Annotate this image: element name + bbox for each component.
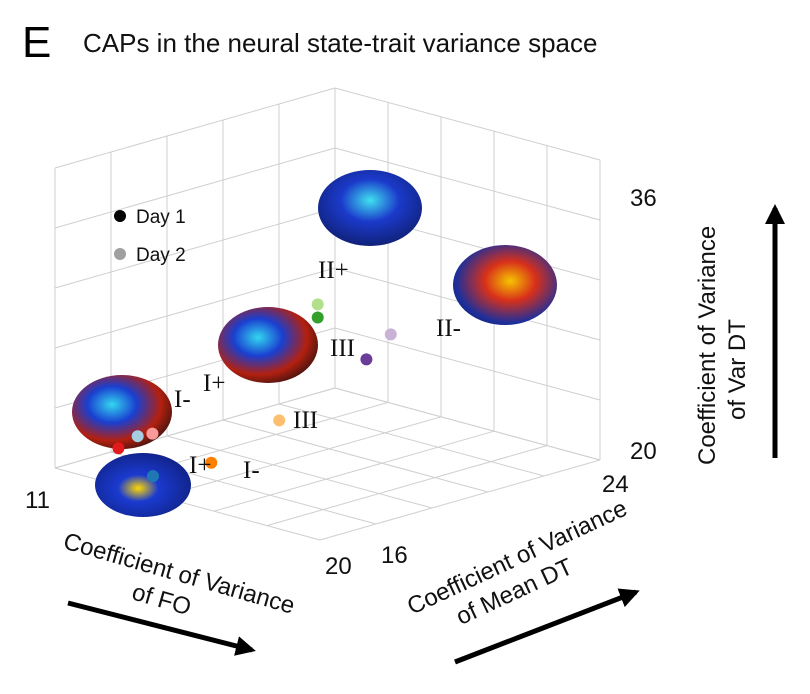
svg-text:of Var DT: of Var DT <box>724 319 751 420</box>
legend-marker-day2 <box>114 248 126 260</box>
x-tick-min: 11 <box>25 487 50 514</box>
brain-rendering-ii-plus <box>318 170 422 246</box>
y-axis-label: Coefficient of Variance of Mean DT <box>403 495 631 631</box>
floor-grid-line <box>266 445 548 527</box>
wall-grid-line <box>54 87 336 169</box>
z-tick-max: 36 <box>630 185 657 212</box>
brain-rendering-ii-minus <box>453 245 557 325</box>
wall-grid-line <box>334 147 601 221</box>
floor-grid-line <box>278 403 545 477</box>
label-i-minus-day2: I- <box>174 386 191 413</box>
grid-lines <box>54 87 601 541</box>
legend-label-day1: Day 1 <box>136 207 186 228</box>
z-axis-label: Coefficient of Variance of Var DT <box>694 226 751 465</box>
chart-title: CAPs in the neural state-trait variance … <box>83 28 598 58</box>
data-point-iplus-day2 <box>146 427 159 440</box>
wall-grid-line <box>54 207 336 289</box>
data-point-iminus-day1 <box>146 470 159 483</box>
wall-grid-line <box>54 387 336 469</box>
floor-grid-line <box>334 387 601 461</box>
wall-grid-line <box>54 147 336 229</box>
wall-grid-line <box>334 327 601 401</box>
data-point-iii-day2 <box>273 414 286 427</box>
floor-grid-line <box>319 459 601 541</box>
label-i-minus-day1: I- <box>243 457 260 484</box>
floor-grid-line <box>160 416 442 498</box>
label-iii-day2: III <box>330 335 355 362</box>
x-direction-arrow <box>67 600 256 656</box>
data-point-iminus-day2 <box>131 430 144 443</box>
brain-rendering-i-minus <box>72 375 172 449</box>
label-i-plus-day2: I+ <box>203 370 225 397</box>
data-point-iiplus-day1 <box>311 311 324 324</box>
floor-grid-line <box>166 435 433 509</box>
legend-label-day2: Day 2 <box>136 245 186 266</box>
y-direction-arrow <box>454 588 640 665</box>
data-point-iiminus-day1 <box>360 353 373 366</box>
wall-grid-line <box>54 267 336 349</box>
legend: Day 1 Day 2 <box>114 207 186 266</box>
label-ii-plus: II+ <box>318 257 349 284</box>
panel-letter: E <box>22 18 52 67</box>
floor-grid-line <box>222 419 489 493</box>
data-point-iplus-day1 <box>112 442 125 455</box>
wall-grid-line <box>334 87 601 161</box>
data-point-iiplus-day2 <box>311 298 324 311</box>
brain-rendering-iii <box>218 307 318 383</box>
brain-rendering-i-plus <box>95 453 191 517</box>
label-ii-minus: II- <box>436 315 461 342</box>
y-tick-min: 16 <box>381 542 408 569</box>
label-iii-day1: III <box>293 407 318 434</box>
y-tick-max: 24 <box>602 471 629 498</box>
label-i-plus-day1: I+ <box>189 452 211 479</box>
x-tick-max: 20 <box>325 553 352 580</box>
data-points <box>112 298 397 483</box>
legend-marker-day1 <box>114 210 126 222</box>
floor-grid-line <box>213 430 495 512</box>
data-point-iiminus-day2 <box>384 328 397 341</box>
z-tick-min: 20 <box>630 438 657 465</box>
svg-text:Coefficient of Variance: Coefficient of Variance <box>694 226 721 465</box>
data-point-iii-day1 <box>205 456 218 469</box>
